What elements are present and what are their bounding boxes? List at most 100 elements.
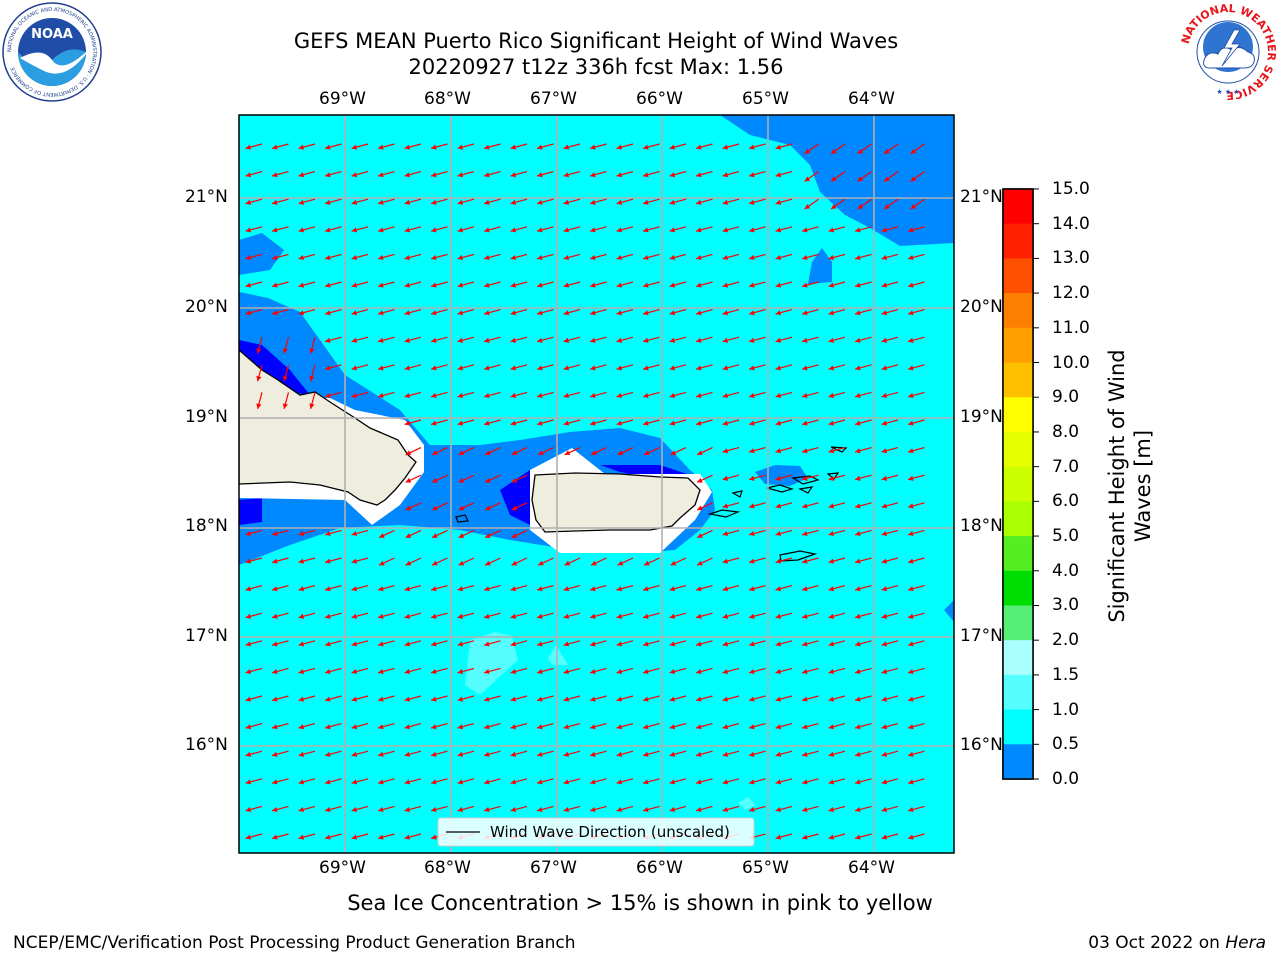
graticule (239, 115, 954, 853)
wind-wave-arrow (430, 750, 448, 757)
wind-wave-arrow (298, 281, 316, 288)
wind-wave-arrow (828, 336, 846, 343)
wind-wave-arrow (510, 198, 528, 205)
wind-wave-arrow (324, 143, 342, 150)
wind-wave-arrow (775, 309, 793, 316)
wind-wave-arrow (804, 198, 819, 210)
wind-wave-arrow (642, 391, 660, 399)
wind-wave-arrow (642, 612, 660, 619)
wind-wave-arrow (748, 529, 766, 537)
wind-wave-arrow (324, 171, 342, 178)
wind-wave-arrow (404, 391, 422, 399)
wind-wave-arrow (907, 667, 925, 675)
wind-wave-arrow (271, 612, 289, 619)
colorbar-tick-label: 0.5 (1052, 734, 1080, 755)
wind-wave-arrow (881, 640, 899, 647)
wind-wave-arrow (775, 198, 793, 205)
wind-wave-arrow (271, 750, 289, 757)
wind-wave-arrow (616, 391, 634, 399)
wind-wave-arrow (617, 447, 634, 456)
wind-wave-arrow (484, 502, 501, 511)
wind-wave-arrow (536, 419, 554, 426)
wind-wave-arrow (616, 612, 634, 619)
wind-wave-arrow (857, 171, 872, 182)
wind-wave-arrow (642, 585, 660, 592)
wind-wave-arrow (245, 143, 263, 150)
wind-wave-arrow (510, 336, 528, 343)
colorbar-tick-label: 2.0 (1052, 630, 1080, 651)
wind-wave-arrow (695, 336, 713, 343)
wind-wave-arrow (404, 336, 422, 343)
wind-wave-arrow (854, 281, 872, 288)
wind-wave-arrow (324, 198, 342, 205)
wind-wave-arrow (404, 723, 422, 730)
wind-wave-arrow (563, 419, 581, 426)
wind-wave-arrow (881, 309, 899, 316)
wind-wave-arrow (457, 253, 475, 261)
wind-wave-arrow (854, 805, 872, 813)
wind-wave-arrow (404, 226, 422, 233)
wind-wave-arrow (907, 695, 925, 702)
wind-wave-arrow (881, 585, 899, 592)
wind-wave-arrow (854, 778, 872, 785)
wind-wave-arrow (722, 171, 740, 178)
wind-wave-arrow (245, 557, 263, 564)
wind-wave-arrow (907, 585, 925, 592)
wave-height-1.5-2.0-regions (465, 632, 756, 810)
wind-wave-arrow (828, 474, 846, 481)
wind-wave-arrow (457, 309, 475, 316)
wind-wave-arrow (351, 143, 369, 150)
wind-wave-arrow (642, 364, 660, 371)
wind-wave-arrow (536, 695, 554, 702)
wind-wave-arrow (404, 640, 422, 647)
wind-wave-arrow (245, 529, 263, 537)
wind-wave-arrow (775, 364, 793, 371)
wind-wave-arrow (271, 805, 289, 813)
wind-wave-arrow (881, 281, 899, 288)
wind-wave-arrow (801, 750, 819, 757)
wind-wave-arrow (351, 778, 369, 785)
wind-wave-arrow (430, 612, 448, 619)
wind-wave-arrow (351, 226, 369, 233)
wind-wave-arrow (775, 585, 793, 592)
wind-wave-arrow (643, 557, 660, 566)
wind-wave-arrow (801, 640, 819, 647)
wind-wave-arrow (324, 750, 342, 757)
wind-wave-arrow (722, 612, 740, 619)
wind-wave-arrow (722, 805, 740, 813)
lon-label-bottom-67w: 67°W (530, 858, 577, 878)
wind-wave-arrow (351, 667, 369, 675)
wind-wave-arrow (670, 447, 687, 456)
wind-wave-arrow (483, 667, 501, 675)
wind-wave-arrow (430, 143, 448, 150)
wind-wave-arrow (748, 723, 766, 730)
wind-wave-arrow (431, 474, 448, 483)
wind-wave-arrow (457, 364, 475, 371)
sea-ice-note: Sea Ice Concentration > 15% is shown in … (347, 891, 933, 915)
wind-wave-arrow (271, 778, 289, 785)
wind-wave-arrow (828, 778, 846, 785)
wind-wave-arrow (484, 529, 501, 539)
wind-wave-arrow (616, 336, 634, 343)
colorbar-segment (1003, 258, 1033, 294)
wind-wave-arrow (854, 640, 872, 647)
colorbar-segment (1003, 189, 1033, 225)
wind-wave-arrow (483, 336, 501, 343)
wind-wave-arrow (309, 337, 316, 354)
small-islands (455, 446, 848, 562)
wind-wave-arrow (722, 447, 740, 454)
wind-wave-arrow (510, 226, 528, 233)
wind-wave-arrow (857, 143, 872, 155)
wind-wave-arrow (298, 557, 316, 564)
wind-wave-arrow (589, 667, 607, 675)
chart-subtitle: 20220927 t12z 336h fcst Max: 1.56 (408, 55, 784, 79)
wind-wave-arrow (828, 502, 846, 509)
wind-wave-arrow (775, 447, 793, 454)
wind-wave-arrow (298, 805, 316, 813)
wind-wave-arrow (271, 695, 289, 702)
lat-label-left-18n: 18°N (185, 516, 228, 536)
wind-wave-arrow (907, 557, 925, 564)
wind-wave-arrow (324, 695, 342, 702)
wind-wave-arrow (775, 557, 793, 564)
wind-wave-arrow (430, 364, 448, 371)
